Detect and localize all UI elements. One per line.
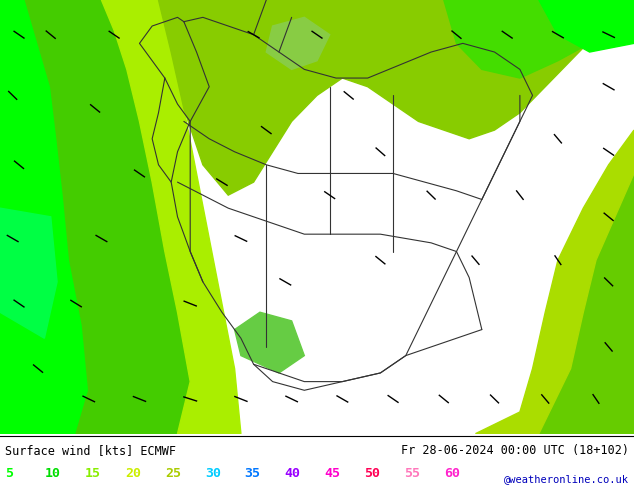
Polygon shape	[0, 208, 57, 338]
Text: 45: 45	[325, 467, 340, 480]
Polygon shape	[235, 312, 304, 373]
Polygon shape	[444, 0, 634, 78]
Text: 15: 15	[85, 467, 101, 480]
Text: 50: 50	[365, 467, 380, 480]
Text: 60: 60	[444, 467, 460, 480]
Text: 35: 35	[245, 467, 261, 480]
Polygon shape	[539, 0, 634, 52]
Polygon shape	[0, 0, 89, 434]
Text: 20: 20	[125, 467, 141, 480]
Polygon shape	[539, 173, 634, 434]
Polygon shape	[101, 0, 241, 434]
Polygon shape	[266, 17, 330, 70]
Text: 5: 5	[5, 467, 13, 480]
Text: 55: 55	[404, 467, 420, 480]
Text: 30: 30	[205, 467, 221, 480]
Text: 10: 10	[45, 467, 61, 480]
Text: Fr 28-06-2024 00:00 UTC (18+102): Fr 28-06-2024 00:00 UTC (18+102)	[401, 444, 629, 457]
Text: @weatheronline.co.uk: @weatheronline.co.uk	[504, 474, 629, 484]
Text: Surface wind [kts] ECMWF: Surface wind [kts] ECMWF	[5, 444, 176, 457]
Text: 25: 25	[165, 467, 181, 480]
Polygon shape	[25, 0, 190, 434]
Text: 40: 40	[285, 467, 301, 480]
Polygon shape	[158, 0, 634, 195]
Polygon shape	[476, 130, 634, 434]
